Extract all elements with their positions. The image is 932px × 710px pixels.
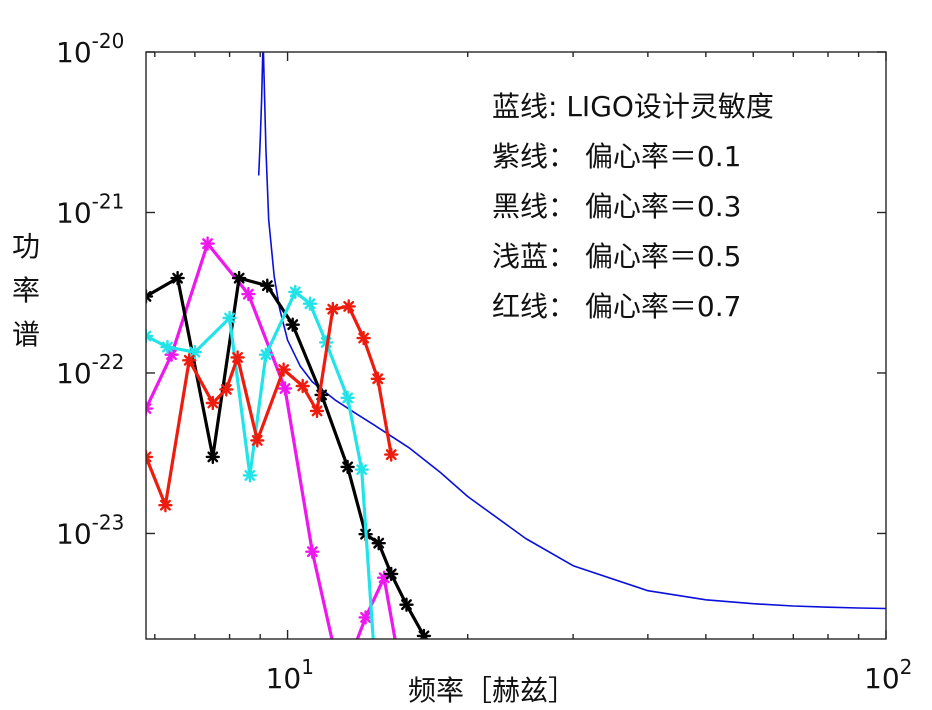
data-point bbox=[260, 278, 275, 293]
data-point bbox=[384, 566, 399, 582]
data-point bbox=[325, 301, 340, 317]
data-point bbox=[160, 339, 175, 355]
data-point bbox=[356, 330, 371, 346]
series-3 bbox=[146, 284, 375, 639]
data-point bbox=[146, 401, 154, 416]
data-point bbox=[354, 462, 369, 477]
data-point bbox=[181, 353, 197, 368]
data-point bbox=[242, 468, 258, 483]
data-point bbox=[276, 362, 291, 377]
series-4 bbox=[146, 299, 399, 513]
data-point bbox=[231, 270, 247, 286]
data-point bbox=[341, 299, 356, 314]
data-point bbox=[200, 236, 215, 251]
data-point bbox=[241, 286, 256, 302]
y-tick-label: 10-23 bbox=[56, 510, 124, 550]
data-point bbox=[295, 378, 310, 394]
data-point bbox=[288, 284, 303, 300]
data-point bbox=[219, 382, 234, 397]
legend-entry-e05: 浅蓝： 偏心率＝0.5 bbox=[492, 240, 741, 273]
data-point bbox=[371, 536, 386, 551]
data-point bbox=[146, 289, 154, 304]
y-tick-label: 10-21 bbox=[56, 189, 124, 229]
data-point bbox=[285, 317, 300, 332]
data-point bbox=[358, 610, 373, 625]
y-axis-label: 功率谱 bbox=[12, 230, 40, 351]
series-layer bbox=[146, 52, 886, 639]
series-line-0 bbox=[257, 52, 886, 610]
data-point bbox=[205, 395, 221, 411]
legend: 蓝线: LIGO设计灵敏度 紫线： 偏心率＝0.1 黑线： 偏心率＝0.3 浅蓝… bbox=[492, 90, 774, 323]
y-tick-label: 10-20 bbox=[56, 29, 124, 69]
data-point bbox=[222, 310, 237, 326]
data-point bbox=[146, 449, 154, 465]
data-point bbox=[305, 544, 320, 559]
legend-entry-e07: 红线： 偏心率＝0.7 bbox=[492, 290, 741, 323]
plot-frame bbox=[145, 51, 887, 640]
data-point bbox=[250, 433, 265, 448]
data-point bbox=[187, 344, 203, 360]
data-point bbox=[370, 371, 385, 386]
legend-entry-e01: 紫线： 偏心率＝0.1 bbox=[492, 140, 741, 173]
data-point bbox=[302, 296, 318, 311]
data-point bbox=[205, 449, 221, 465]
data-point bbox=[258, 347, 274, 362]
data-point bbox=[384, 447, 399, 462]
legend-entry-ligo: 蓝线: LIGO设计灵敏度 bbox=[492, 90, 774, 123]
x-tick-label: 101 bbox=[266, 655, 314, 695]
data-point bbox=[309, 403, 325, 419]
x-axis-label: 频率［赫兹］ bbox=[408, 674, 576, 707]
tick-layer: 101 102 10-23 10-22 10-21 10-20 bbox=[56, 29, 912, 695]
legend-entry-e03: 黑线： 偏心率＝0.3 bbox=[492, 190, 741, 223]
series-0 bbox=[257, 52, 886, 610]
data-point bbox=[277, 381, 293, 396]
data-point bbox=[170, 270, 185, 286]
data-point bbox=[340, 459, 355, 475]
data-point bbox=[399, 597, 414, 612]
series-2 bbox=[146, 270, 432, 639]
x-tick-label: 102 bbox=[864, 655, 912, 695]
data-point bbox=[230, 350, 245, 365]
data-point bbox=[340, 390, 355, 405]
y-tick-label: 10-22 bbox=[56, 350, 124, 390]
data-point bbox=[158, 498, 173, 513]
data-point bbox=[146, 328, 154, 344]
series-line-1 bbox=[146, 242, 397, 639]
